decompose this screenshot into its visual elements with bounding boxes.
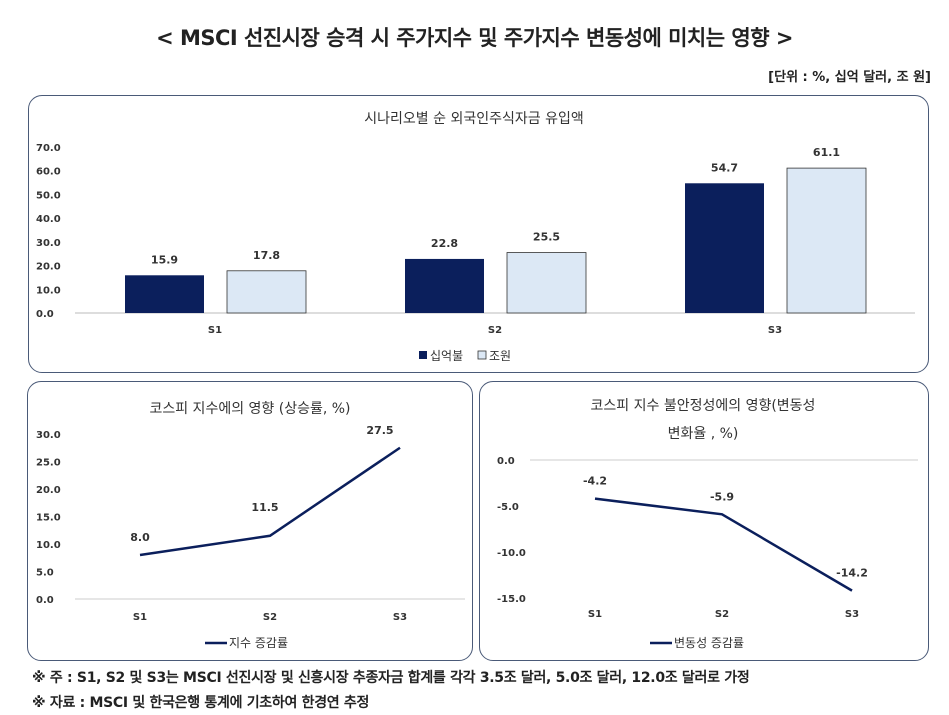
y-tick-label: 0.0 xyxy=(497,456,515,467)
x-tick-label: S2 xyxy=(263,612,277,623)
y-tick-label: -10.0 xyxy=(497,548,526,559)
x-tick-label: S1 xyxy=(133,612,147,623)
legend-label: 변동성 증감률 xyxy=(674,636,744,650)
legend-label: 지수 증감률 xyxy=(229,636,288,650)
data-label: 17.8 xyxy=(253,249,280,262)
y-tick-label: 40.0 xyxy=(36,214,61,225)
data-label: 25.5 xyxy=(533,231,560,244)
y-tick-label: -5.0 xyxy=(497,502,519,513)
series-line xyxy=(594,497,853,592)
y-tick-label: 10.0 xyxy=(36,285,61,296)
page-title: < MSCI 선진시장 승격 시 주가지수 및 주가지수 변동성에 미치는 영향… xyxy=(156,26,793,50)
bar-십억불 xyxy=(685,183,764,313)
data-label: 61.1 xyxy=(813,146,840,159)
data-label: 54.7 xyxy=(711,161,738,174)
y-tick-label: 0.0 xyxy=(36,309,54,320)
bar-십억불 xyxy=(405,258,484,313)
y-tick-label: 15.0 xyxy=(36,513,61,524)
legend-swatch xyxy=(477,350,487,360)
y-tick-label: 20.0 xyxy=(36,262,61,273)
data-label: 27.5 xyxy=(366,424,393,437)
y-tick-label: 5.0 xyxy=(36,568,54,579)
x-tick-label: S1 xyxy=(208,325,222,336)
y-tick-label: 25.0 xyxy=(36,458,61,469)
bar-십억불 xyxy=(125,275,204,313)
y-tick-label: 60.0 xyxy=(36,167,61,178)
data-label: 22.8 xyxy=(431,237,458,250)
legend-label: 조원 xyxy=(489,349,511,363)
x-tick-label: S3 xyxy=(845,609,859,620)
x-tick-label: S1 xyxy=(588,609,602,620)
x-tick-label: S3 xyxy=(768,325,782,336)
inflow-chart-panel xyxy=(28,95,929,373)
x-tick-label: S2 xyxy=(488,325,502,336)
chart-title-line2: 변화율 , %) xyxy=(668,426,739,442)
data-label: -4.2 xyxy=(583,475,607,488)
data-label: 8.0 xyxy=(130,531,150,544)
data-label: 11.5 xyxy=(251,501,278,514)
data-label: -14.2 xyxy=(836,567,868,580)
data-label: -5.9 xyxy=(710,490,734,503)
x-tick-label: S2 xyxy=(715,609,729,620)
source-note: ※ 자료 : MSCI 및 한국은행 통계에 기초하여 한경연 추정 xyxy=(32,695,370,711)
chart-title: 코스피 지수에의 영향 (상승률, %) xyxy=(149,401,350,417)
bar-조원 xyxy=(506,252,587,314)
series-line xyxy=(139,446,401,557)
legend-label: 십억불 xyxy=(430,349,463,363)
y-tick-label: -15.0 xyxy=(497,594,526,605)
kospi-index-chart-panel xyxy=(27,381,473,661)
y-tick-label: 70.0 xyxy=(36,143,61,154)
x-tick-label: S3 xyxy=(393,612,407,623)
y-tick-label: 20.0 xyxy=(36,485,61,496)
footnote: ※ 주 : S1, S2 및 S3는 MSCI 선진시장 및 신흥시장 추종자금… xyxy=(32,670,750,686)
y-tick-label: 50.0 xyxy=(36,190,61,201)
chart-title: 코스피 지수 불안정성에의 영향(변동성 xyxy=(591,398,816,414)
chart-title: 시나리오별 순 외국인주식자금 유입액 xyxy=(364,111,583,127)
bar-조원 xyxy=(786,167,867,314)
y-tick-label: 10.0 xyxy=(36,540,61,551)
kospi-volatility-chart-panel xyxy=(479,381,929,661)
legend-swatch xyxy=(419,351,427,359)
y-tick-label: 0.0 xyxy=(36,595,54,606)
y-tick-label: 30.0 xyxy=(36,238,61,249)
y-tick-label: 30.0 xyxy=(36,430,61,441)
bar-조원 xyxy=(226,270,307,314)
data-label: 15.9 xyxy=(151,253,178,266)
unit-label: [단위 : %, 십억 달러, 조 원] xyxy=(768,70,931,85)
